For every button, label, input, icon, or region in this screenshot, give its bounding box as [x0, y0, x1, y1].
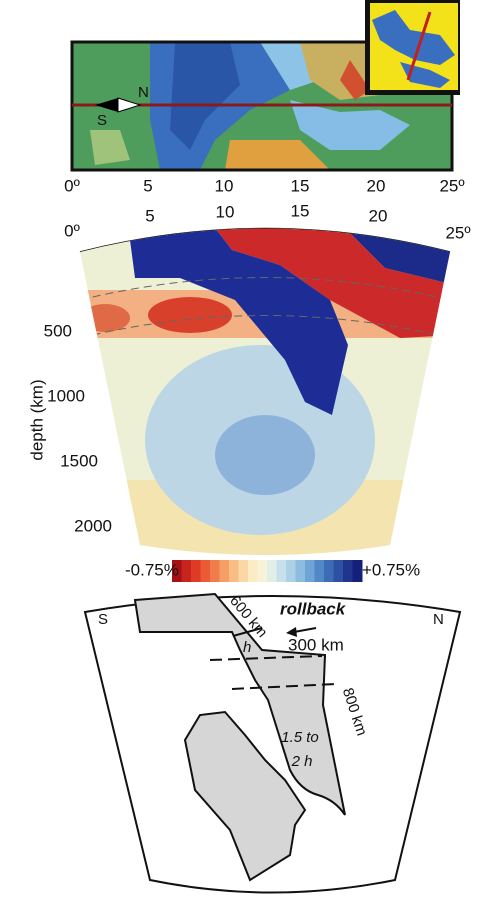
section-axis: 0º 5 10 15 20 25º 500 1000 1500 2000 dep… — [27, 201, 470, 535]
section-tick-label: 5 — [145, 206, 154, 225]
tomography — [80, 228, 450, 555]
map-north-label: N — [138, 84, 149, 101]
map-tick-label: 20 — [367, 176, 386, 195]
colorbar-step — [305, 560, 315, 582]
depth-tick-label: 2000 — [74, 516, 112, 535]
thickness-label: h — [243, 639, 251, 656]
thickening-label: 1.5 to — [281, 729, 319, 746]
colorbar-step — [276, 560, 287, 582]
colorbar-step — [314, 560, 325, 582]
colorbar-step — [343, 560, 353, 582]
rollback-distance-label: 300 km — [288, 635, 344, 654]
colorbar-max-label: +0.75% — [362, 560, 420, 579]
colorbar-step — [352, 560, 363, 582]
schematic-north-label: N — [433, 611, 444, 628]
rollback-label: rollback — [280, 599, 347, 618]
colorbar-step — [219, 560, 230, 582]
section-tick-label: 0º — [64, 221, 80, 240]
colorbar-step — [210, 560, 220, 582]
section-tick-label: 25º — [445, 223, 470, 242]
colorbar-step — [248, 560, 258, 582]
section-tick-label: 10 — [216, 202, 235, 221]
colorbar-step — [181, 560, 192, 582]
colorbar-step — [333, 560, 344, 582]
map-tick-label: 5 — [143, 176, 152, 195]
colorbar-step — [191, 560, 201, 582]
map-tick-label: 15 — [291, 176, 310, 195]
colorbar-step — [238, 560, 249, 582]
schematic-south-label: S — [98, 611, 108, 628]
colorbar-step — [267, 560, 277, 582]
colorbar-step — [324, 560, 334, 582]
colorbar-step — [286, 560, 296, 582]
depth-tick-label: 1500 — [60, 451, 98, 470]
map-axis: 0º 5 10 15 20 25º — [64, 176, 464, 195]
section-tick-label: 15 — [291, 201, 310, 220]
depth-tick-label: 500 — [44, 321, 72, 340]
colorbar-step — [200, 560, 211, 582]
map-tick-label: 10 — [215, 176, 234, 195]
section-tick-label: 20 — [369, 206, 388, 225]
colorbar-step — [257, 560, 268, 582]
depth-tick-label: 1000 — [47, 386, 85, 405]
map-south-label: S — [97, 112, 107, 129]
depth-axis-label: depth (km) — [27, 379, 46, 460]
schematic: S N rollback 600 km 300 km h 800 km 1.5 … — [83, 592, 462, 894]
inset-map — [365, 0, 460, 95]
map-tick-label: 25º — [439, 176, 464, 195]
colorbar-min-label: -0.75% — [125, 560, 179, 579]
map-tick-label: 0º — [64, 176, 80, 195]
colorbar-step — [295, 560, 306, 582]
arrow-north — [117, 97, 142, 113]
thickening-label: 2 h — [291, 753, 313, 770]
colorbar-step — [172, 560, 182, 582]
colorbar — [172, 560, 363, 582]
arrow-south — [95, 98, 118, 112]
colorbar-step — [229, 560, 239, 582]
